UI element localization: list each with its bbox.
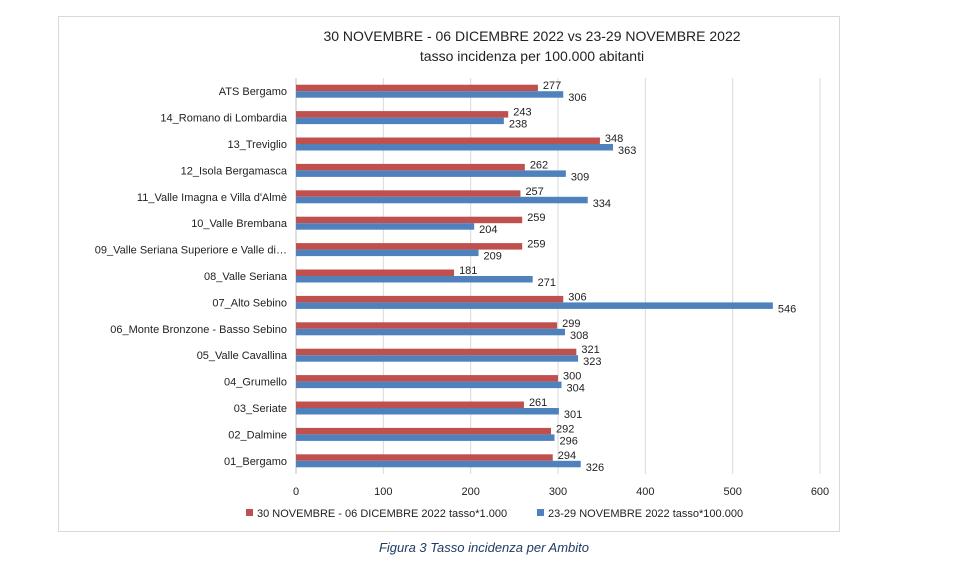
category-label: ATS Bergamo — [219, 86, 287, 98]
category-label: 07_Alto Sebino — [212, 297, 287, 309]
category-label: 10_Valle Brembana — [191, 218, 288, 230]
bar-23-29nov — [296, 460, 581, 468]
bar-23-29nov — [296, 276, 533, 283]
category-label: 12_Isola Bergamasca — [181, 165, 288, 177]
bar-30nov-06dic — [296, 375, 558, 382]
bar-23-29nov — [296, 328, 565, 336]
bar-30nov-06dic — [296, 243, 523, 250]
bar-23-29nov — [296, 434, 555, 441]
figure-caption: Figura 3 Tasso incidenza per Ambito — [378, 540, 590, 555]
bar-23-29nov — [296, 91, 564, 98]
value-label: 262 — [530, 159, 548, 171]
value-label: 304 — [566, 383, 584, 395]
bar-30nov-06dic — [296, 269, 455, 276]
category-label: 13_Treviglio — [227, 139, 287, 151]
value-label: 181 — [459, 265, 477, 277]
value-label: 259 — [527, 212, 545, 224]
bar-30nov-06dic — [296, 216, 523, 224]
bar-23-29nov — [296, 144, 614, 151]
category-label: 03_Seriate — [234, 403, 287, 415]
bar-30nov-06dic — [296, 190, 521, 197]
value-label: 299 — [562, 318, 580, 330]
legend-swatch — [246, 509, 253, 516]
value-label: 334 — [593, 198, 611, 210]
x-tick-label: 400 — [636, 486, 654, 498]
value-label: 309 — [571, 171, 589, 183]
x-tick-label: 0 — [293, 486, 299, 498]
category-label: 14_Romano di Lombardia — [160, 113, 287, 125]
bar-30nov-06dic — [296, 295, 564, 303]
x-tick-label: 500 — [723, 486, 741, 498]
value-label: 296 — [560, 435, 578, 447]
value-label: 294 — [558, 450, 576, 462]
bar-30nov-06dic — [296, 401, 524, 408]
bar-23-29nov — [296, 249, 479, 257]
bar-30nov-06dic — [296, 137, 600, 144]
value-label: 306 — [568, 291, 586, 303]
bar-30nov-06dic — [296, 427, 552, 435]
bar-23-29nov — [296, 408, 559, 415]
bar-23-29nov — [296, 302, 773, 309]
legend-label: 23-29 NOVEMBRE 2022 tasso*100.000 — [548, 508, 743, 520]
value-label: 259 — [527, 239, 545, 251]
value-label: 308 — [570, 330, 588, 342]
value-label: 301 — [564, 409, 582, 421]
category-label: 06_Monte Bronzone - Basso Sebino — [110, 324, 287, 336]
bar-30nov-06dic — [296, 84, 538, 92]
value-label: 271 — [538, 277, 556, 289]
x-tick-label: 300 — [549, 486, 567, 498]
value-label: 204 — [479, 224, 497, 236]
x-tick-label: 200 — [461, 486, 479, 498]
bar-30nov-06dic — [296, 322, 558, 329]
value-label: 363 — [618, 145, 636, 157]
bar-23-29nov — [296, 381, 562, 389]
chart-title: 30 NOVEMBRE - 06 DICEMBRE 2022 vs 23-29 … — [323, 28, 740, 44]
bar-23-29nov — [296, 117, 504, 125]
value-label: 243 — [513, 107, 531, 119]
x-tick-label: 600 — [811, 486, 829, 498]
value-label: 292 — [556, 423, 574, 435]
category-label: 05_Valle Cavallina — [197, 350, 288, 362]
chart-subtitle: tasso incidenza per 100.000 abitanti — [420, 48, 644, 64]
bar-23-29nov — [296, 196, 588, 204]
value-label: 306 — [568, 92, 586, 104]
value-label: 348 — [605, 133, 623, 145]
value-label: 277 — [543, 80, 561, 92]
value-label: 326 — [586, 462, 604, 474]
category-label: 01_Bergamo — [224, 456, 287, 468]
category-label: 04_Grumello — [224, 377, 287, 389]
category-label: 11_Valle Imagna e Villa d'Almè — [137, 192, 287, 204]
value-label: 323 — [583, 356, 601, 368]
value-label: 546 — [778, 303, 796, 315]
value-label: 238 — [509, 119, 527, 131]
bar-30nov-06dic — [296, 163, 525, 171]
bar-30nov-06dic — [296, 111, 509, 118]
bar-23-29nov — [296, 170, 566, 177]
category-label: 08_Valle Seriana — [204, 271, 288, 283]
bar-23-29nov — [296, 355, 579, 362]
value-label: 300 — [563, 371, 581, 383]
legend-swatch — [537, 509, 544, 516]
bar-23-29nov — [296, 223, 475, 230]
legend-label: 30 NOVEMBRE - 06 DICEMBRE 2022 tasso*1.0… — [257, 508, 507, 520]
value-label: 257 — [525, 186, 543, 198]
bar-30nov-06dic — [296, 454, 553, 461]
value-label: 321 — [581, 344, 599, 356]
x-tick-label: 100 — [374, 486, 392, 498]
value-label: 261 — [529, 397, 547, 409]
value-label: 209 — [484, 251, 502, 263]
category-label: 09_Valle Seriana Superiore e Valle di… — [95, 245, 287, 257]
category-label: 02_Dalmine — [228, 429, 287, 441]
bar-30nov-06dic — [296, 348, 577, 356]
